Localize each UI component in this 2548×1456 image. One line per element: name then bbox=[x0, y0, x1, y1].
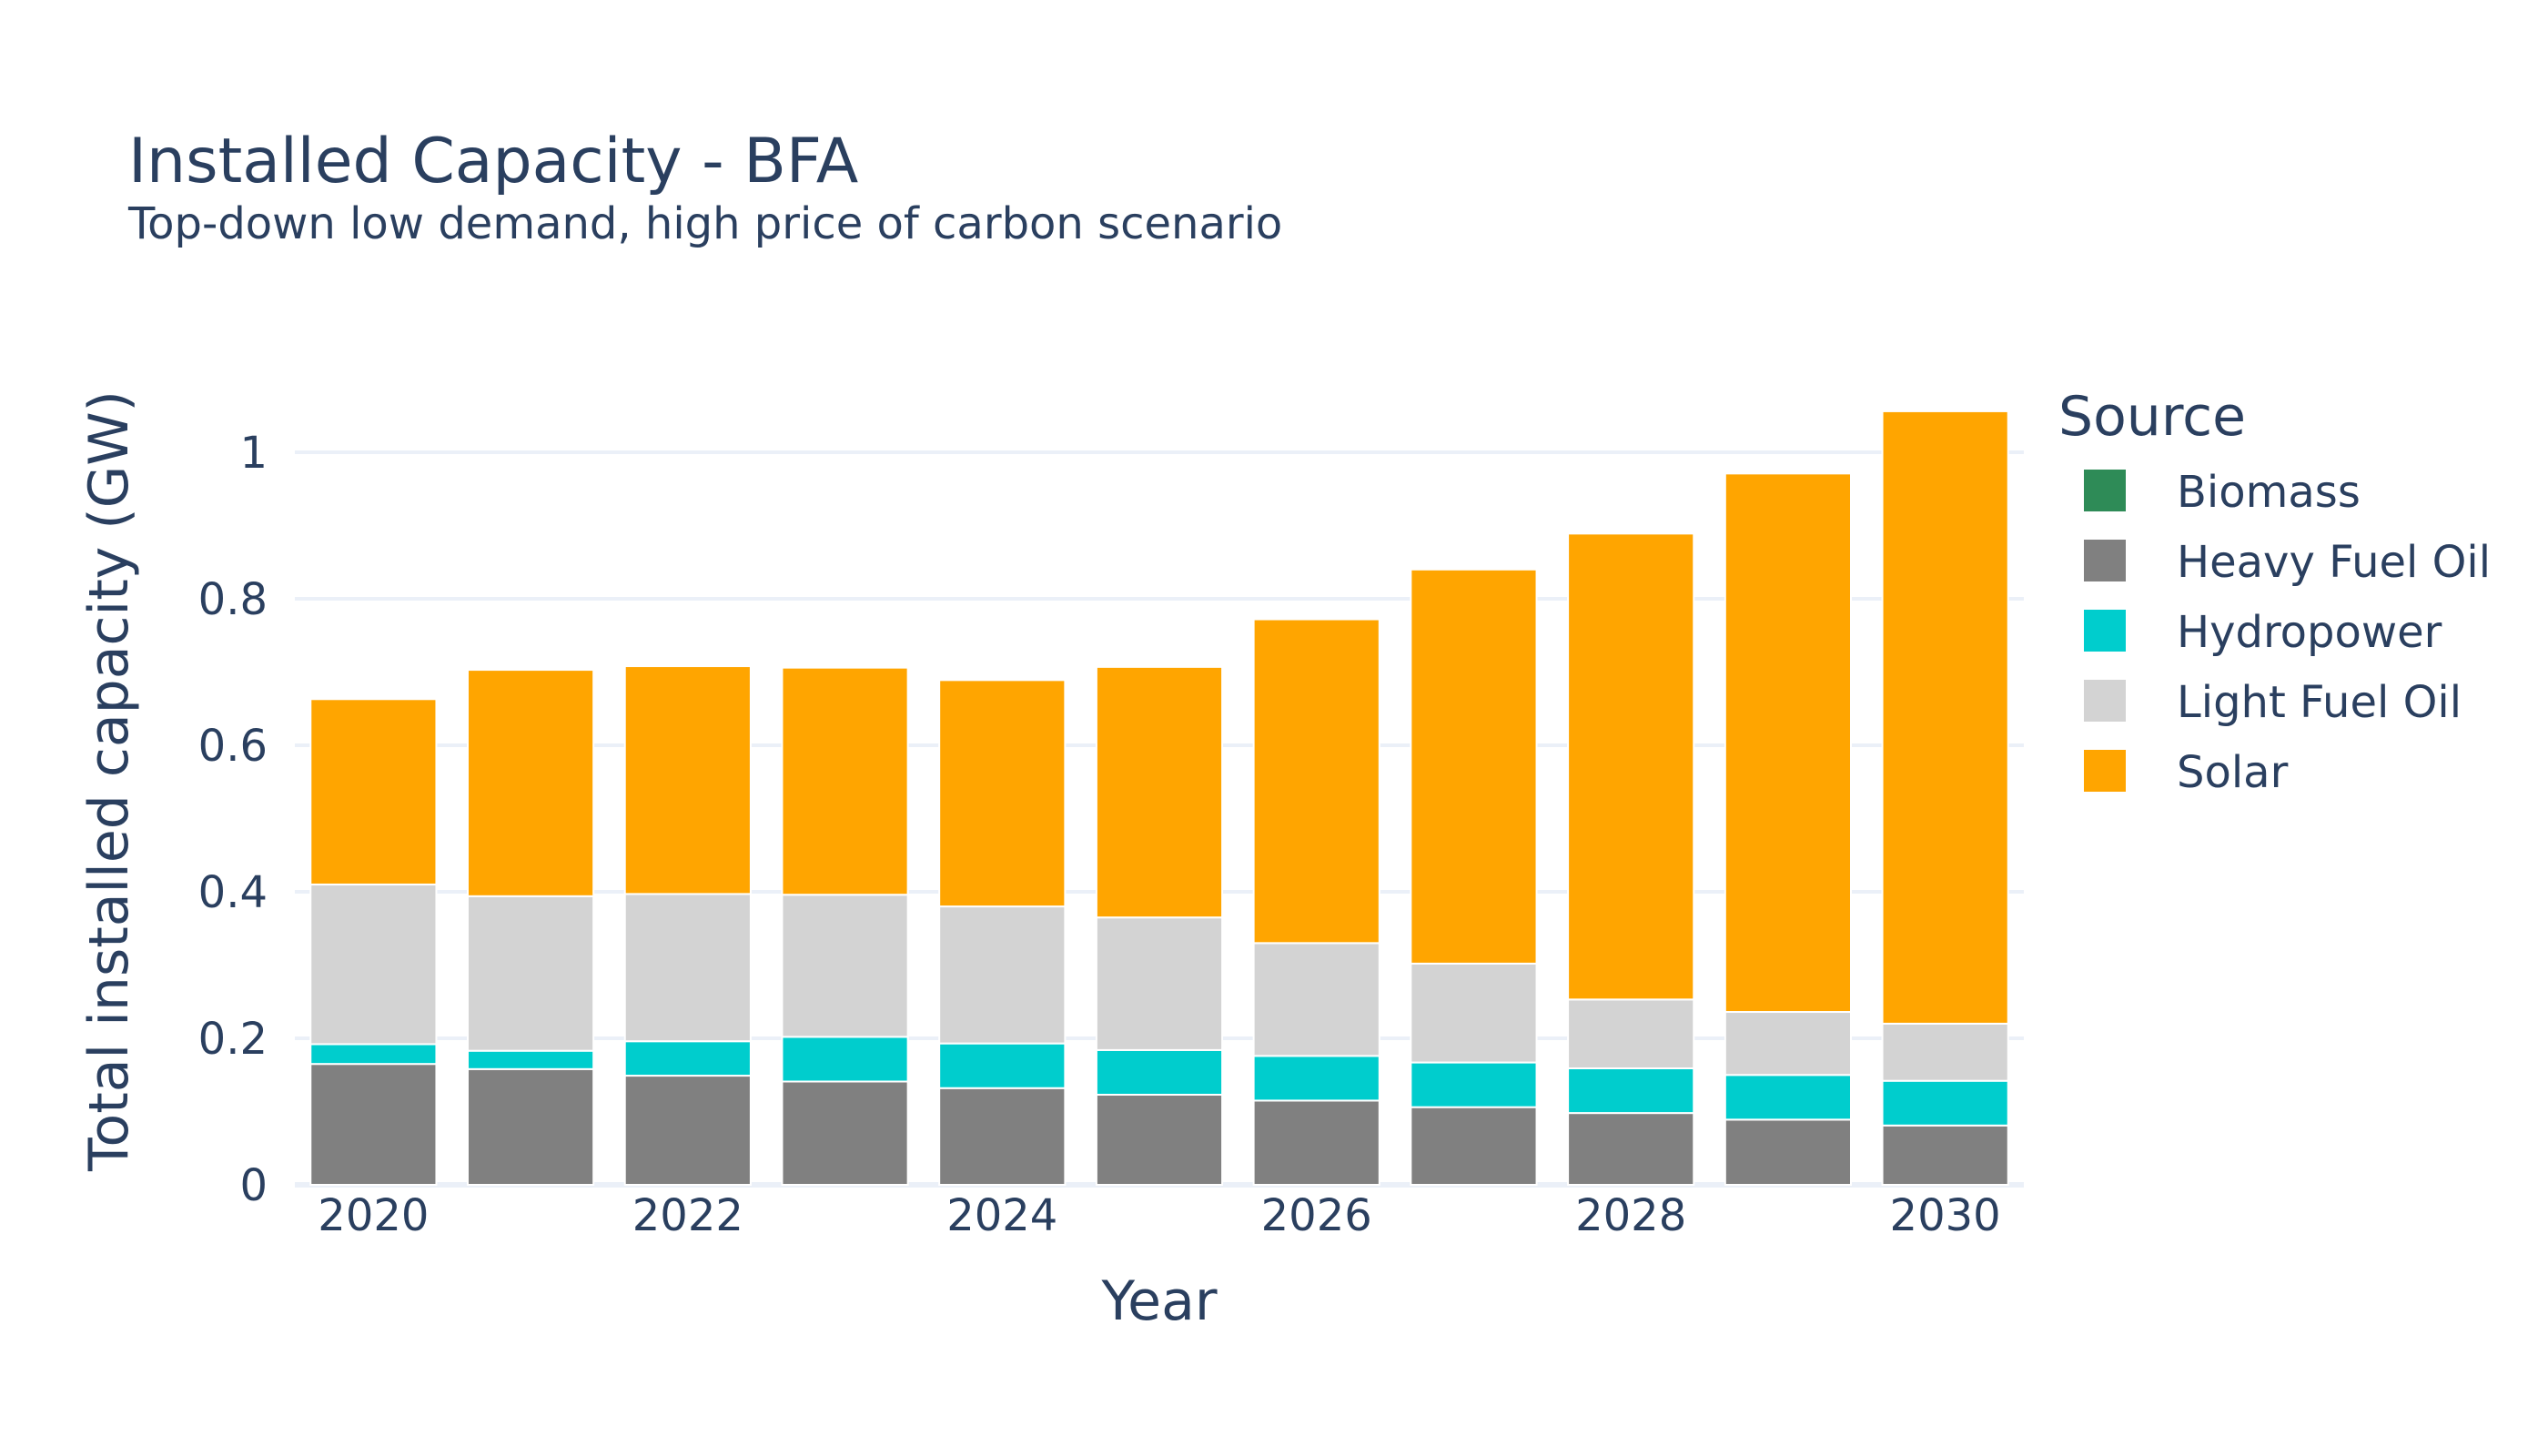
y-tick-label: 0.2 bbox=[198, 1014, 268, 1065]
bar-segment-heavy-fuel-oil-2028 bbox=[1567, 1112, 1695, 1186]
y-tick-label: 0 bbox=[239, 1160, 268, 1211]
bar-segment-hydropower-2021 bbox=[467, 1049, 595, 1070]
legend-label: Solar bbox=[2177, 747, 2289, 798]
x-tick-label: 2030 bbox=[1890, 1190, 2001, 1241]
bar-segment-solar-2030 bbox=[1881, 410, 2009, 1025]
chart-subtitle: Top-down low demand, high price of carbo… bbox=[127, 198, 1282, 249]
bar-segment-hydropower-2024 bbox=[938, 1042, 1067, 1089]
y-axis-title: Total installed capacity (GW) bbox=[77, 390, 141, 1172]
legend-swatch bbox=[2084, 540, 2126, 581]
x-axis-title: Year bbox=[1100, 1269, 1217, 1333]
y-axis: 0 0.2 0.4 0.6 0.8 1 bbox=[198, 428, 268, 1211]
x-axis: 2020 2022 2024 2026 2028 2030 bbox=[318, 1190, 2000, 1241]
chart-title: Installed Capacity - BFA bbox=[128, 126, 858, 197]
x-tick-label: 2026 bbox=[1261, 1190, 1372, 1241]
bar-segment-light-fuel-oil-2028 bbox=[1567, 998, 1695, 1070]
bar-segment-heavy-fuel-oil-2023 bbox=[781, 1080, 909, 1186]
bar-segment-solar-2020 bbox=[309, 698, 438, 885]
bar-segment-solar-2025 bbox=[1095, 665, 1224, 919]
bar-segment-solar-2021 bbox=[467, 669, 595, 897]
bar-segment-solar-2029 bbox=[1724, 472, 1853, 1014]
legend: Source Biomass Heavy Fuel Oil Hydropower Li… bbox=[2058, 385, 2491, 798]
bar-segment-hydropower-2030 bbox=[1881, 1079, 2009, 1127]
bar-segment-light-fuel-oil-2027 bbox=[1410, 962, 1538, 1064]
x-tick-label: 2022 bbox=[632, 1190, 743, 1241]
bar-segment-hydropower-2028 bbox=[1567, 1067, 1695, 1115]
bar-segment-heavy-fuel-oil-2025 bbox=[1095, 1093, 1224, 1186]
x-tick-label: 2020 bbox=[318, 1190, 429, 1241]
bar-segment-hydropower-2026 bbox=[1252, 1055, 1380, 1102]
bar-segment-light-fuel-oil-2023 bbox=[781, 894, 909, 1038]
x-tick-label: 2024 bbox=[946, 1190, 1057, 1241]
y-tick-label: 1 bbox=[239, 428, 268, 479]
bar-segment-light-fuel-oil-2021 bbox=[467, 895, 595, 1052]
bar-segment-light-fuel-oil-2024 bbox=[938, 905, 1067, 1045]
y-tick-label: 0.6 bbox=[198, 721, 268, 772]
legend-swatch bbox=[2084, 470, 2126, 511]
bar-segment-heavy-fuel-oil-2024 bbox=[938, 1087, 1067, 1186]
bar-segment-light-fuel-oil-2026 bbox=[1252, 942, 1380, 1057]
bars bbox=[309, 410, 2009, 1187]
y-tick-label: 0.8 bbox=[198, 574, 268, 625]
bar-segment-hydropower-2029 bbox=[1724, 1074, 1853, 1121]
legend-label: Hydropower bbox=[2177, 607, 2442, 658]
legend-swatch bbox=[2084, 680, 2126, 722]
legend-label: Heavy Fuel Oil bbox=[2177, 537, 2491, 588]
bar-segment-heavy-fuel-oil-2029 bbox=[1724, 1118, 1853, 1186]
legend-label: Light Fuel Oil bbox=[2177, 677, 2462, 728]
bar-segment-heavy-fuel-oil-2026 bbox=[1252, 1099, 1380, 1187]
bar-segment-light-fuel-oil-2030 bbox=[1881, 1022, 2009, 1082]
bar-segment-solar-2023 bbox=[781, 666, 909, 896]
bar-segment-hydropower-2025 bbox=[1095, 1048, 1224, 1096]
bar-segment-solar-2022 bbox=[623, 665, 752, 895]
bar-segment-hydropower-2022 bbox=[623, 1040, 752, 1077]
bar-segment-hydropower-2027 bbox=[1410, 1061, 1538, 1108]
bar-segment-solar-2027 bbox=[1410, 568, 1538, 965]
bar-segment-heavy-fuel-oil-2020 bbox=[309, 1063, 438, 1187]
bar-segment-solar-2026 bbox=[1252, 618, 1380, 945]
x-tick-label: 2028 bbox=[1575, 1190, 1686, 1241]
bar-segment-light-fuel-oil-2020 bbox=[309, 883, 438, 1046]
bar-segment-hydropower-2020 bbox=[309, 1043, 438, 1066]
bar-segment-light-fuel-oil-2029 bbox=[1724, 1011, 1853, 1077]
bar-segment-solar-2024 bbox=[938, 679, 1067, 908]
legend-swatch bbox=[2084, 750, 2126, 792]
legend-label: Biomass bbox=[2177, 467, 2361, 518]
bar-segment-light-fuel-oil-2025 bbox=[1095, 916, 1224, 1051]
legend-title: Source bbox=[2058, 385, 2246, 449]
legend-swatch bbox=[2084, 610, 2126, 652]
bar-segment-heavy-fuel-oil-2027 bbox=[1410, 1106, 1538, 1187]
bar-segment-heavy-fuel-oil-2022 bbox=[623, 1075, 752, 1187]
bar-segment-heavy-fuel-oil-2030 bbox=[1881, 1124, 2009, 1187]
bar-segment-solar-2028 bbox=[1567, 532, 1695, 1001]
y-tick-label: 0.4 bbox=[198, 867, 268, 918]
bar-segment-heavy-fuel-oil-2021 bbox=[467, 1067, 595, 1187]
bar-segment-hydropower-2023 bbox=[781, 1036, 909, 1083]
bar-segment-light-fuel-oil-2022 bbox=[623, 893, 752, 1043]
